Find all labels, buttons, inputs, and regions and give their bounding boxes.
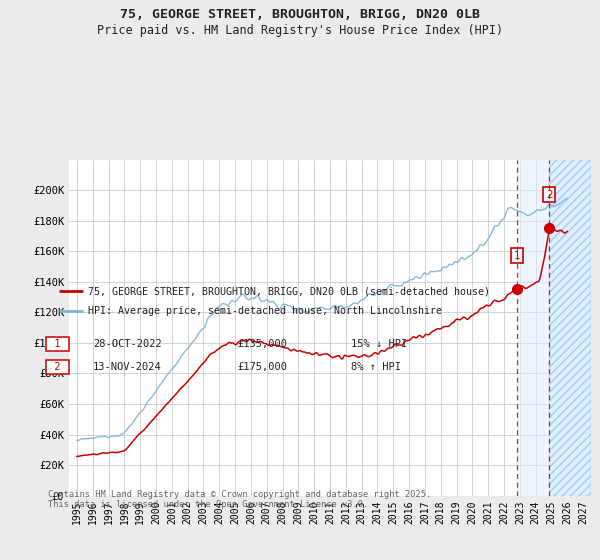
Text: 2: 2 bbox=[48, 362, 67, 372]
Text: 8% ↑ HPI: 8% ↑ HPI bbox=[351, 362, 401, 372]
Text: 28-OCT-2022: 28-OCT-2022 bbox=[93, 339, 162, 349]
Text: 1: 1 bbox=[514, 251, 520, 261]
Text: 15% ↓ HPI: 15% ↓ HPI bbox=[351, 339, 407, 349]
Bar bbox=[517, 160, 550, 496]
Text: HPI: Average price, semi-detached house, North Lincolnshire: HPI: Average price, semi-detached house,… bbox=[89, 306, 443, 316]
Text: 75, GEORGE STREET, BROUGHTON, BRIGG, DN20 0LB: 75, GEORGE STREET, BROUGHTON, BRIGG, DN2… bbox=[120, 8, 480, 21]
Bar bbox=[550, 160, 591, 496]
Text: 13-NOV-2024: 13-NOV-2024 bbox=[93, 362, 162, 372]
Text: Price paid vs. HM Land Registry's House Price Index (HPI): Price paid vs. HM Land Registry's House … bbox=[97, 24, 503, 36]
Text: £135,000: £135,000 bbox=[237, 339, 287, 349]
Text: 1: 1 bbox=[48, 339, 67, 349]
Text: Contains HM Land Registry data © Crown copyright and database right 2025.
This d: Contains HM Land Registry data © Crown c… bbox=[48, 490, 431, 510]
Text: 75, GEORGE STREET, BROUGHTON, BRIGG, DN20 0LB (semi-detached house): 75, GEORGE STREET, BROUGHTON, BRIGG, DN2… bbox=[89, 286, 491, 296]
Text: £175,000: £175,000 bbox=[237, 362, 287, 372]
Text: 2: 2 bbox=[546, 190, 553, 200]
